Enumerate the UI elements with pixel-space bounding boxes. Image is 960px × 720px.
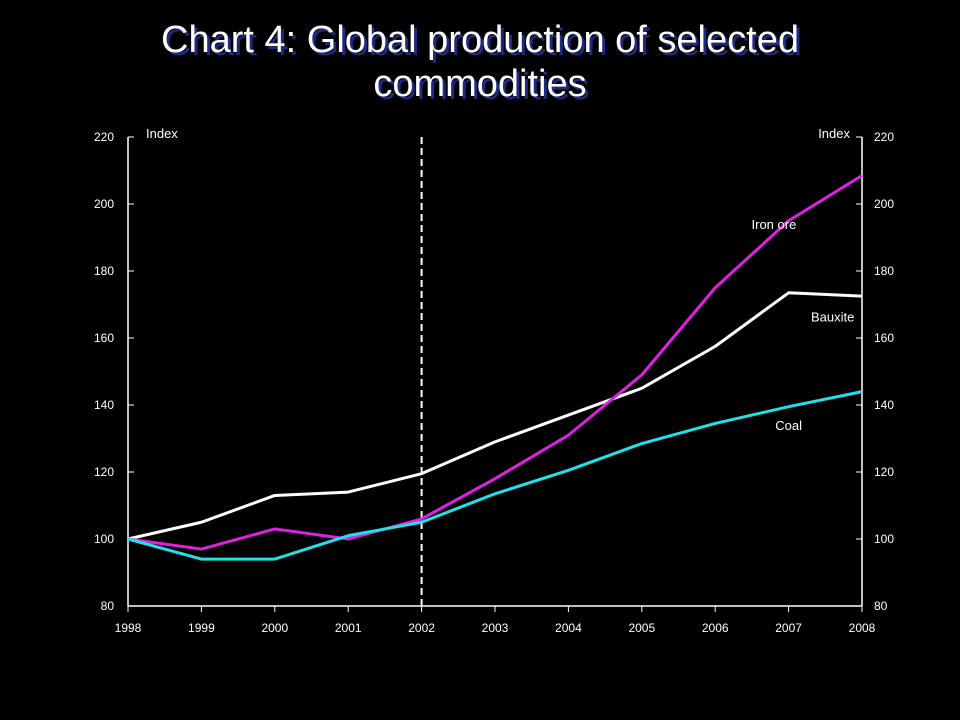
x-tick-label: 2006: [702, 621, 729, 635]
right-y-tick-label: 140: [874, 398, 894, 412]
left-y-tick-label: 160: [94, 331, 114, 345]
series-line-iron-ore: [127, 174, 863, 551]
series-line-coal: [127, 390, 863, 561]
chart-ticks: 80 80 100 100 120 120 140 140 160 160 180 180 200 200…: [94, 126, 894, 635]
x-tick-label: 2001: [335, 621, 362, 635]
x-tick-label: 2002: [408, 621, 435, 635]
right-y-tick-label: 180: [874, 264, 894, 278]
right-y-tick-label: 220: [874, 130, 894, 144]
x-tick-label: 2008: [849, 621, 876, 635]
left-y-tick-label: 100: [94, 532, 114, 546]
x-tick-label: 1999: [188, 621, 215, 635]
right-y-tick-label: 120: [874, 465, 894, 479]
left-y-tick-label: 80: [101, 599, 115, 613]
series-label-iron-ore: Iron ore: [752, 217, 797, 232]
left-y-tick-label: 120: [94, 465, 114, 479]
chart-title-line-1: Chart 4: Global production of selected: [161, 19, 799, 61]
x-tick-label: 2005: [628, 621, 655, 635]
left-y-tick-label: 180: [94, 264, 114, 278]
right-y-tick-label: 200: [874, 197, 894, 211]
series-line-bauxite: [127, 291, 863, 541]
left-y-tick-label: 220: [94, 130, 114, 144]
left-y-tick-label: 140: [94, 398, 114, 412]
left-axis-unit-label: Index: [146, 126, 178, 141]
series-label-coal: Coal: [775, 418, 802, 433]
x-tick-label: 2003: [482, 621, 509, 635]
right-y-tick-label: 80: [874, 599, 888, 613]
x-tick-label: 1998: [115, 621, 142, 635]
x-tick-label: 2004: [555, 621, 582, 635]
x-tick-label: 2000: [261, 621, 288, 635]
series-label-bauxite: Bauxite: [811, 309, 854, 324]
right-axis-unit-label: Index: [818, 126, 850, 141]
chart-series-lines: [127, 174, 863, 561]
chart-series-labels: Bauxite Iron ore Coal: [752, 217, 855, 433]
x-tick-label: 2007: [775, 621, 802, 635]
right-y-tick-label: 100: [874, 532, 894, 546]
chart-title: Chart 4: Global production of selected c…: [0, 18, 960, 106]
chart-title-line-2: commodities: [373, 63, 587, 105]
right-y-tick-label: 160: [874, 331, 894, 345]
left-y-tick-label: 200: [94, 197, 114, 211]
chart-axes: [127, 137, 863, 607]
